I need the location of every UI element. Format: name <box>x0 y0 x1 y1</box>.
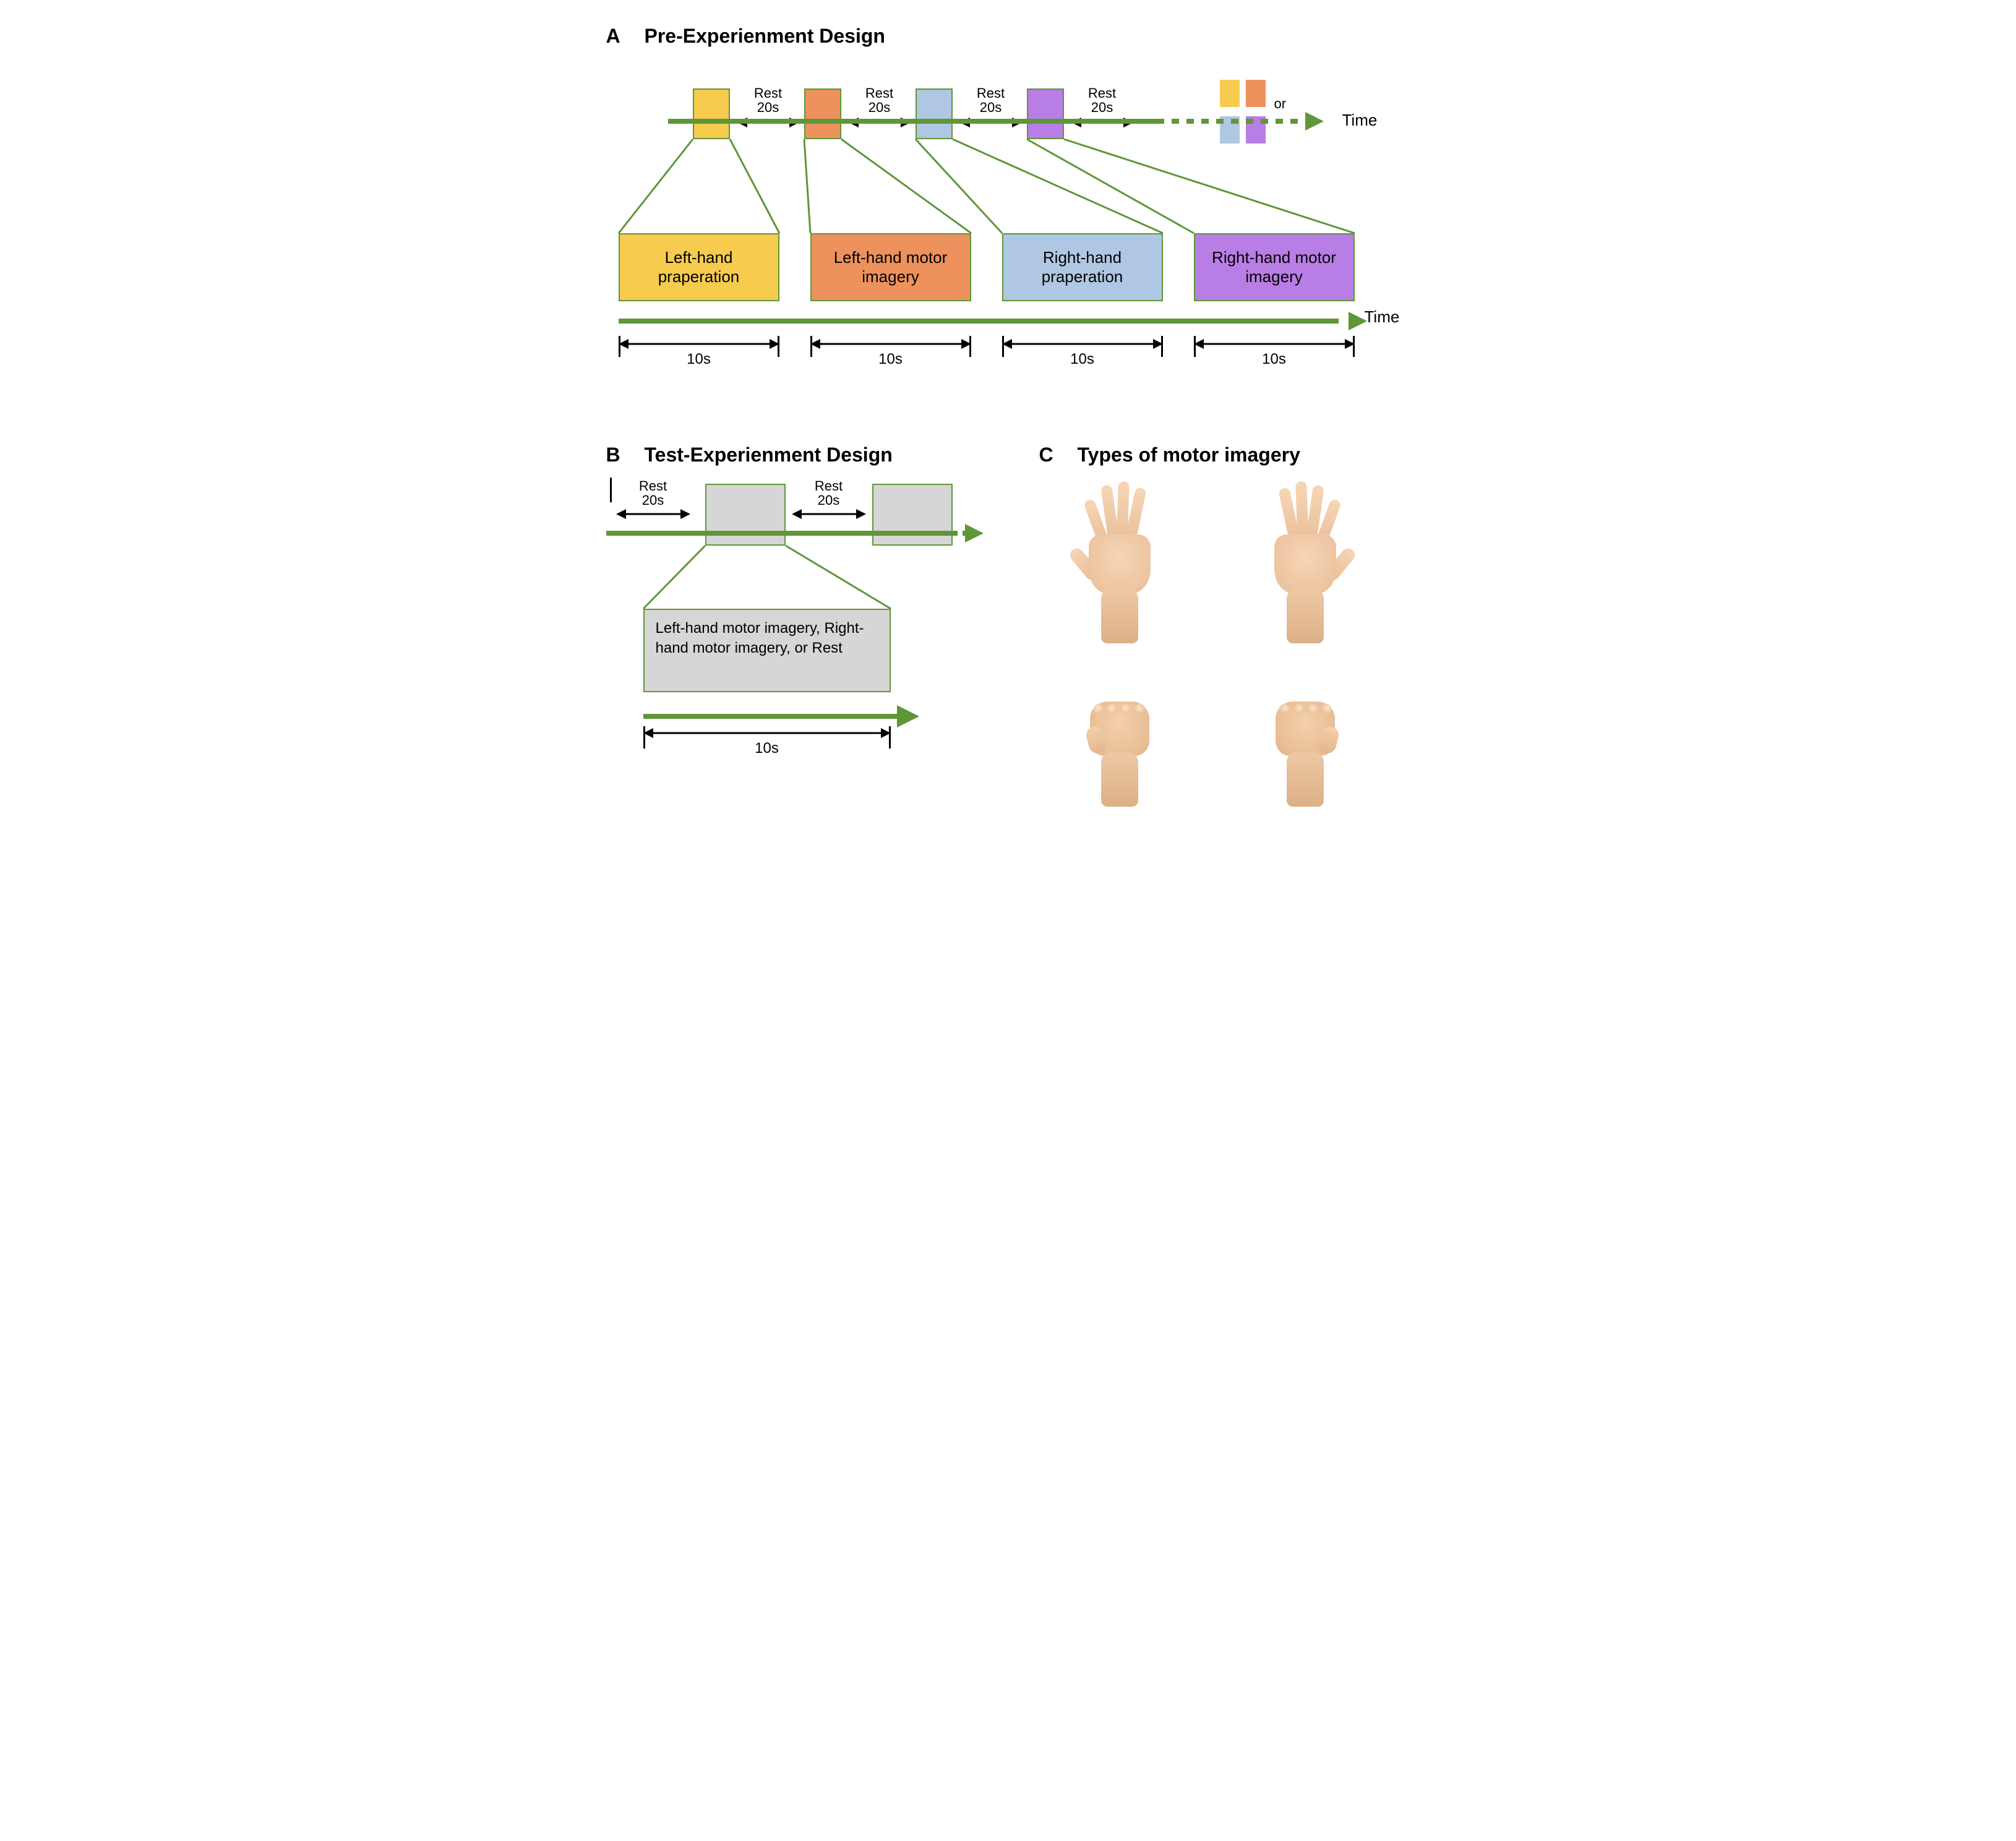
duration-label: 10s <box>1065 351 1099 368</box>
big-box-label: Left-hand praperation <box>622 248 776 286</box>
bracket-icon <box>889 726 891 749</box>
panel-b-big-box: Left-hand motor imagery, Right-hand moto… <box>643 609 891 692</box>
bracket-icon <box>969 336 971 357</box>
panel-b-title: B Test-Experienment Design <box>606 444 1002 466</box>
connector-lines <box>606 60 1386 239</box>
bracket-icon <box>619 336 620 357</box>
connector-lines <box>606 479 1002 615</box>
bracket-icon <box>1194 336 1196 357</box>
two-headed-arrow-icon <box>643 726 891 740</box>
panel-a-duration-2: 10s <box>810 336 971 368</box>
panel-a-big-box-2: Left-hand motor imagery <box>810 233 971 301</box>
duration-label: 10s <box>873 351 907 368</box>
duration-label: 10s <box>682 351 716 368</box>
panel-a: Rest 20s Rest 20s Rest 20s Rest 20s <box>606 60 1410 444</box>
bracket-icon <box>810 336 812 357</box>
panel-a-letter: A <box>606 25 620 47</box>
panel-a-big-box-3: Right-hand praperation <box>1002 233 1163 301</box>
two-headed-arrow-icon <box>619 337 779 351</box>
bracket-icon <box>1161 336 1163 357</box>
big-box-label: Left-hand motor imagery <box>814 248 967 286</box>
hand-open-right-icon <box>1243 479 1367 640</box>
big-box-label: Right-hand motor imagery <box>1198 248 1351 286</box>
panel-b-timeline-bottom <box>643 714 916 719</box>
panel-a-big-box-4: Right-hand motor imagery <box>1194 233 1355 301</box>
panel-a-title: A Pre-Experienment Design <box>606 25 1410 48</box>
panel-a-title-text: Pre-Experienment Design <box>645 25 885 47</box>
panel-b: Rest 20s Rest 20s <box>606 479 1002 770</box>
bracket-icon <box>1002 336 1004 357</box>
panel-a-big-box-1: Left-hand praperation <box>619 233 779 301</box>
duration-label: 10s <box>1257 351 1291 368</box>
arrowhead-icon <box>897 705 919 727</box>
hands-grid <box>1039 479 1386 825</box>
timeline-solid <box>643 714 897 719</box>
panel-c-title-text: Types of motor imagery <box>1078 444 1300 466</box>
panel-a-timeline-bottom <box>619 319 1358 324</box>
panel-b-title-text: Test-Experienment Design <box>645 444 893 466</box>
two-headed-arrow-icon <box>1194 337 1355 351</box>
panel-b-letter: B <box>606 444 620 466</box>
bracket-icon <box>1353 336 1355 357</box>
hand-fist-left-icon <box>1058 664 1182 825</box>
panel-a-duration-4: 10s <box>1194 336 1355 368</box>
time-axis-label: Time <box>1365 307 1400 327</box>
panel-b-wrapper: B Test-Experienment Design Rest 20s Rest… <box>606 444 1002 825</box>
figure: A Pre-Experienment Design Rest 20s Rest … <box>606 25 1410 825</box>
panel-c: C Types of motor imagery <box>1039 444 1386 825</box>
duration-label: 10s <box>750 740 784 757</box>
panel-a-duration-1: 10s <box>619 336 779 368</box>
panel-a-duration-3: 10s <box>1002 336 1163 368</box>
panel-b-duration: 10s <box>643 726 891 757</box>
panel-c-letter: C <box>1039 444 1053 466</box>
panels-bc-row: B Test-Experienment Design Rest 20s Rest… <box>606 444 1410 825</box>
two-headed-arrow-icon <box>1002 337 1163 351</box>
big-box-label: Right-hand praperation <box>1006 248 1159 286</box>
hand-fist-right-icon <box>1243 664 1367 825</box>
bracket-icon <box>643 726 645 749</box>
panel-b-big-box-text: Left-hand motor imagery, Right-hand moto… <box>656 620 864 656</box>
two-headed-arrow-icon <box>810 337 971 351</box>
hand-open-left-icon <box>1058 479 1182 640</box>
panel-c-title: C Types of motor imagery <box>1039 444 1386 466</box>
bracket-icon <box>778 336 779 357</box>
timeline-solid <box>619 319 1339 324</box>
